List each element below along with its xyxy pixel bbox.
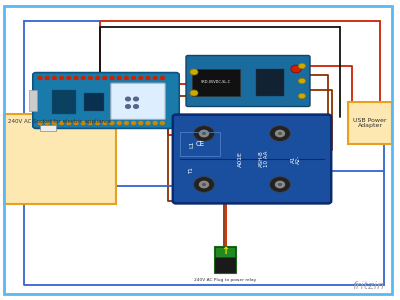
Circle shape bbox=[132, 76, 136, 80]
Circle shape bbox=[146, 76, 150, 80]
Circle shape bbox=[134, 105, 138, 108]
Circle shape bbox=[74, 122, 78, 124]
Circle shape bbox=[67, 122, 71, 124]
Circle shape bbox=[278, 183, 282, 186]
Bar bbox=[348, 102, 392, 144]
Text: 240V AC Plug to power relay: 240V AC Plug to power relay bbox=[194, 278, 256, 281]
Circle shape bbox=[60, 76, 64, 80]
Circle shape bbox=[190, 69, 198, 75]
Circle shape bbox=[134, 97, 138, 101]
Text: USB Power
Adapter: USB Power Adapter bbox=[353, 118, 387, 128]
Circle shape bbox=[60, 122, 64, 124]
Circle shape bbox=[139, 122, 143, 124]
Circle shape bbox=[124, 76, 128, 80]
Circle shape bbox=[126, 97, 130, 101]
Circle shape bbox=[126, 105, 130, 108]
Circle shape bbox=[67, 76, 71, 80]
Circle shape bbox=[88, 122, 92, 124]
Circle shape bbox=[96, 76, 100, 80]
Text: fritzin: fritzin bbox=[352, 281, 384, 291]
Bar bbox=[214, 246, 236, 273]
Bar bbox=[215, 247, 235, 256]
Circle shape bbox=[52, 76, 56, 80]
Text: CE: CE bbox=[196, 141, 204, 147]
Circle shape bbox=[81, 122, 85, 124]
Circle shape bbox=[160, 122, 164, 124]
Circle shape bbox=[291, 65, 301, 73]
Circle shape bbox=[278, 132, 282, 135]
Circle shape bbox=[117, 76, 121, 80]
Circle shape bbox=[298, 63, 306, 69]
Text: 240V AC Socket for electric appliance: 240V AC Socket for electric appliance bbox=[8, 118, 111, 124]
FancyBboxPatch shape bbox=[186, 56, 310, 106]
Circle shape bbox=[270, 126, 290, 141]
Circle shape bbox=[96, 122, 100, 124]
Bar bbox=[52, 90, 76, 114]
Circle shape bbox=[199, 181, 209, 188]
Circle shape bbox=[110, 122, 114, 124]
Circle shape bbox=[103, 76, 107, 80]
Bar bbox=[256, 69, 284, 96]
Circle shape bbox=[199, 130, 209, 137]
Text: ↑: ↑ bbox=[221, 246, 229, 256]
Text: SRD-05VDC-SL-C: SRD-05VDC-SL-C bbox=[201, 80, 231, 85]
FancyBboxPatch shape bbox=[33, 73, 179, 128]
FancyBboxPatch shape bbox=[173, 115, 331, 203]
Bar bbox=[4, 114, 116, 204]
Circle shape bbox=[45, 76, 49, 80]
Circle shape bbox=[45, 122, 49, 124]
Text: L1: L1 bbox=[190, 140, 194, 148]
FancyBboxPatch shape bbox=[111, 83, 165, 119]
Circle shape bbox=[74, 76, 78, 80]
Circle shape bbox=[132, 122, 136, 124]
Circle shape bbox=[38, 76, 42, 80]
Text: T1: T1 bbox=[190, 168, 194, 174]
Circle shape bbox=[275, 130, 285, 137]
Circle shape bbox=[81, 76, 85, 80]
Text: ASH-B
10 AA: ASH-B 10 AA bbox=[259, 151, 270, 167]
Text: A1
A2-: A1 A2- bbox=[290, 154, 302, 164]
Circle shape bbox=[194, 177, 214, 192]
Circle shape bbox=[146, 122, 150, 124]
Circle shape bbox=[270, 177, 290, 192]
Circle shape bbox=[153, 76, 157, 80]
Circle shape bbox=[153, 122, 157, 124]
Bar bbox=[29, 90, 37, 111]
Circle shape bbox=[194, 126, 214, 141]
Bar bbox=[180, 132, 220, 156]
Circle shape bbox=[52, 122, 56, 124]
Circle shape bbox=[117, 122, 121, 124]
Circle shape bbox=[160, 76, 164, 80]
Circle shape bbox=[124, 122, 128, 124]
Circle shape bbox=[190, 90, 198, 96]
Circle shape bbox=[298, 78, 306, 84]
Bar bbox=[84, 93, 104, 111]
Circle shape bbox=[88, 76, 92, 80]
Circle shape bbox=[103, 122, 107, 124]
Circle shape bbox=[38, 122, 42, 124]
Bar bbox=[192, 69, 240, 96]
Text: A01E: A01E bbox=[238, 151, 242, 167]
Circle shape bbox=[298, 93, 306, 99]
Circle shape bbox=[110, 76, 114, 80]
Circle shape bbox=[139, 76, 143, 80]
Circle shape bbox=[202, 183, 206, 186]
Circle shape bbox=[202, 132, 206, 135]
Bar bbox=[40, 124, 56, 130]
Circle shape bbox=[275, 181, 285, 188]
